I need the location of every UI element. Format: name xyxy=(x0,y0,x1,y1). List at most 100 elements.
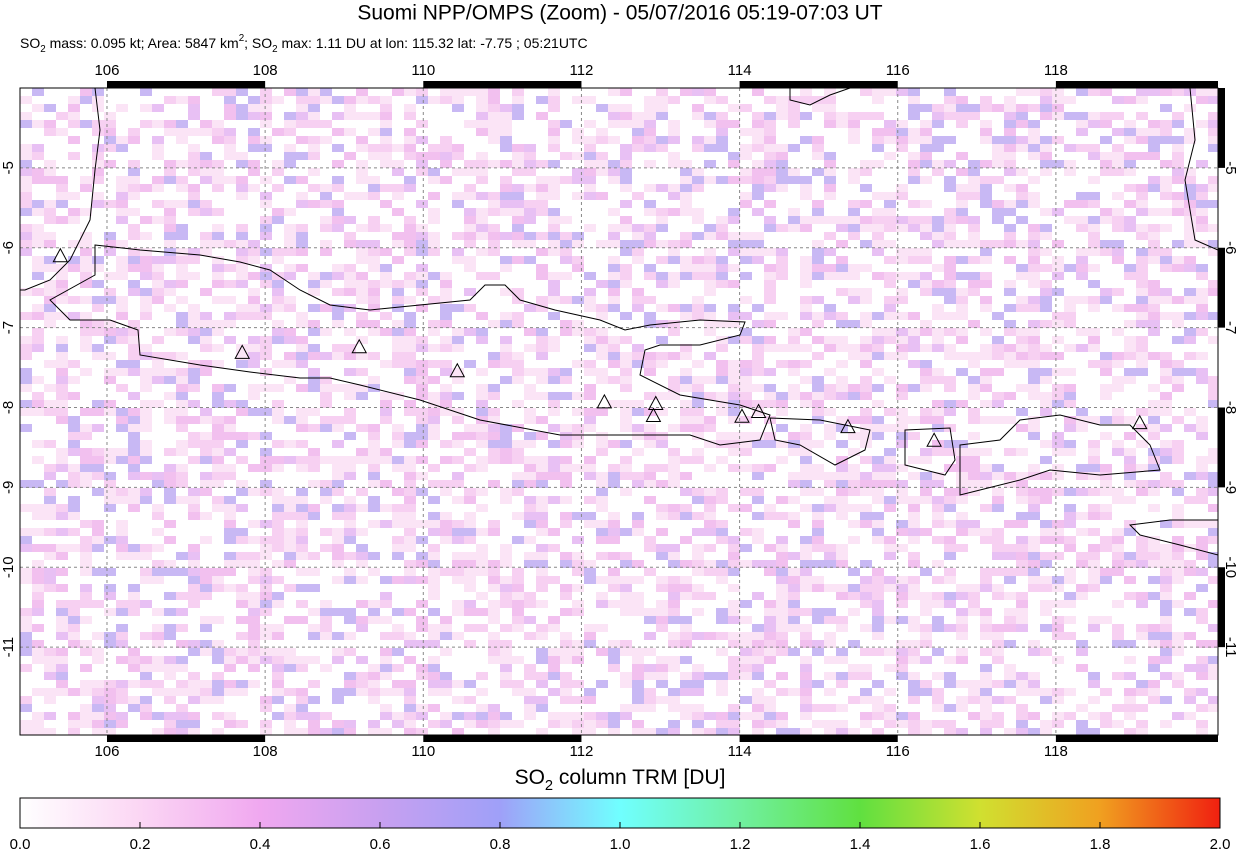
field-cell xyxy=(20,400,32,408)
field-cell xyxy=(620,88,632,96)
field-cell xyxy=(836,112,848,120)
field-cell xyxy=(116,240,128,248)
field-cell xyxy=(668,512,680,520)
field-cell xyxy=(368,456,380,464)
field-cell xyxy=(56,584,68,592)
field-cell xyxy=(404,104,416,112)
field-cell xyxy=(1052,400,1064,408)
field-cell xyxy=(956,168,968,176)
field-cell xyxy=(500,184,512,192)
field-cell xyxy=(1076,512,1088,520)
field-cell xyxy=(476,232,488,240)
field-cell xyxy=(716,320,728,328)
field-cell xyxy=(836,376,848,384)
field-cell xyxy=(644,496,656,504)
field-cell xyxy=(896,312,908,320)
field-cell xyxy=(20,312,32,320)
field-cell xyxy=(908,248,920,256)
field-cell xyxy=(1148,152,1160,160)
field-cell xyxy=(260,216,272,224)
field-cell xyxy=(956,480,968,488)
field-cell xyxy=(476,96,488,104)
field-cell xyxy=(164,232,176,240)
field-cell xyxy=(356,616,368,624)
field-cell xyxy=(560,328,572,336)
field-cell xyxy=(1160,256,1172,264)
field-cell xyxy=(428,528,440,536)
field-cell xyxy=(368,504,380,512)
field-cell xyxy=(680,640,692,648)
field-cell xyxy=(152,504,164,512)
field-cell xyxy=(488,272,500,280)
field-cell xyxy=(20,576,32,584)
field-cell xyxy=(944,104,956,112)
field-cell xyxy=(128,584,140,592)
field-cell xyxy=(1064,592,1076,600)
field-cell xyxy=(980,368,992,376)
field-cell xyxy=(536,392,548,400)
field-cell xyxy=(800,488,812,496)
field-cell xyxy=(176,232,188,240)
field-cell xyxy=(248,288,260,296)
field-cell xyxy=(728,408,740,416)
field-cell xyxy=(44,440,56,448)
field-cell xyxy=(20,192,32,200)
field-cell xyxy=(1172,360,1184,368)
field-cell xyxy=(632,240,644,248)
field-cell xyxy=(680,688,692,696)
field-cell xyxy=(872,680,884,688)
field-cell xyxy=(752,440,764,448)
field-cell xyxy=(128,136,140,144)
field-cell xyxy=(716,368,728,376)
field-cell xyxy=(1184,312,1196,320)
field-cell xyxy=(212,496,224,504)
field-cell xyxy=(728,432,740,440)
field-cell xyxy=(692,704,704,712)
field-cell xyxy=(32,728,44,735)
y-tick-label: -6 xyxy=(0,241,17,254)
field-cell xyxy=(728,120,740,128)
field-cell xyxy=(56,544,68,552)
field-cell xyxy=(536,456,548,464)
field-cell xyxy=(476,312,488,320)
field-cell xyxy=(56,648,68,656)
field-cell xyxy=(1016,608,1028,616)
field-cell xyxy=(452,368,464,376)
field-cell xyxy=(896,424,908,432)
field-cell xyxy=(320,424,332,432)
field-cell xyxy=(512,568,524,576)
field-cell xyxy=(344,240,356,248)
field-cell xyxy=(416,232,428,240)
field-cell xyxy=(44,408,56,416)
field-cell xyxy=(764,616,776,624)
field-cell xyxy=(656,528,668,536)
field-cell xyxy=(272,128,284,136)
field-cell xyxy=(332,312,344,320)
field-cell xyxy=(716,120,728,128)
field-cell xyxy=(1064,168,1076,176)
field-cell xyxy=(932,344,944,352)
field-cell xyxy=(296,312,308,320)
field-cell xyxy=(884,584,896,592)
field-cell xyxy=(56,664,68,672)
field-cell xyxy=(764,168,776,176)
field-cell xyxy=(44,472,56,480)
field-cell xyxy=(536,528,548,536)
field-cell xyxy=(164,240,176,248)
field-cell xyxy=(704,320,716,328)
field-cell xyxy=(968,168,980,176)
field-cell xyxy=(1196,544,1208,552)
field-cell xyxy=(188,336,200,344)
field-cell xyxy=(824,552,836,560)
field-cell xyxy=(272,688,284,696)
field-cell xyxy=(776,624,788,632)
field-cell xyxy=(308,184,320,192)
field-cell xyxy=(164,216,176,224)
field-cell xyxy=(896,352,908,360)
field-cell xyxy=(428,512,440,520)
field-cell xyxy=(368,440,380,448)
field-cell xyxy=(68,192,80,200)
field-cell xyxy=(1172,712,1184,720)
field-cell xyxy=(668,256,680,264)
field-cell xyxy=(644,296,656,304)
